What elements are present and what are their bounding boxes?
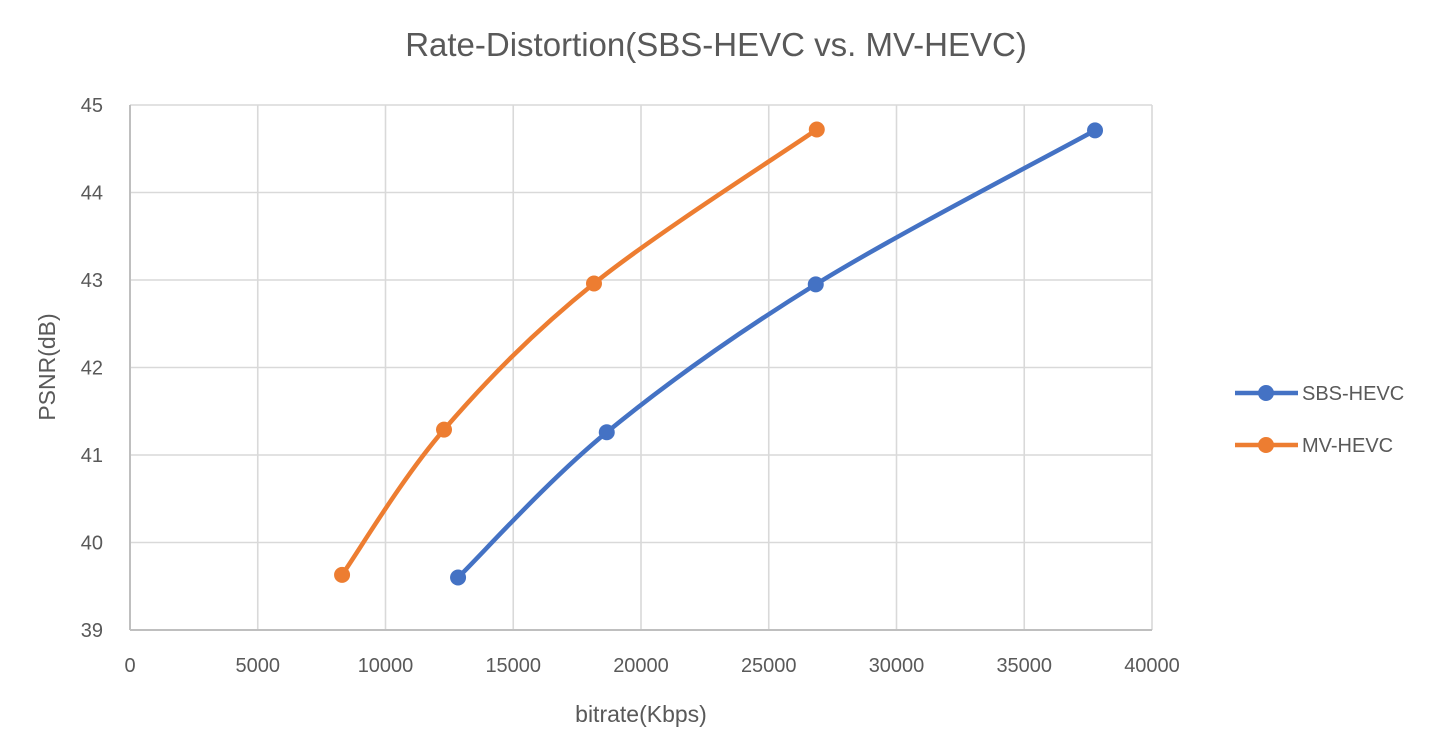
data-series (334, 121, 1104, 586)
x-tick-labels: 0 5000 10000 15000 20000 25000 30000 35000 40000 (124, 655, 1179, 677)
legend-item-mv-hevc: MV-HEVC (1235, 435, 1393, 457)
y-tick-label: 45 (81, 95, 103, 117)
x-tick-label: 10000 (358, 655, 414, 677)
y-tick-label: 40 (81, 533, 103, 555)
y-tick-label: 42 (81, 358, 103, 380)
x-tick-label: 5000 (236, 655, 281, 677)
x-tick-label: 0 (124, 655, 135, 677)
x-axis-label: bitrate(Kbps) (575, 701, 707, 727)
data-point-mv-hevc (436, 421, 453, 438)
x-tick-label: 30000 (869, 655, 925, 677)
series-mv-hevc (334, 121, 825, 583)
series-sbs-hevc (450, 122, 1104, 586)
legend-marker-sbs-hevc (1258, 385, 1274, 401)
y-tick-label: 44 (81, 183, 103, 205)
grid-lines (130, 104, 1153, 630)
data-point-sbs-hevc (598, 424, 615, 441)
legend-label-sbs-hevc: SBS-HEVC (1302, 383, 1404, 405)
legend-item-sbs-hevc: SBS-HEVC (1235, 383, 1404, 405)
x-tick-label: 40000 (1124, 655, 1180, 677)
data-point-sbs-hevc (450, 569, 467, 586)
x-tick-label: 20000 (613, 655, 669, 677)
data-point-mv-hevc (334, 566, 351, 583)
x-tick-label: 35000 (996, 655, 1052, 677)
y-tick-label: 39 (81, 620, 103, 642)
series-line-mv-hevc (339, 127, 820, 578)
y-axis-label: PSNR(dB) (34, 313, 60, 420)
x-tick-label: 15000 (485, 655, 541, 677)
legend: SBS-HEVC MV-HEVC (1235, 383, 1404, 457)
data-point-sbs-hevc (1087, 122, 1104, 139)
x-tick-label: 25000 (741, 655, 797, 677)
y-tick-label: 41 (81, 445, 103, 467)
data-point-mv-hevc (585, 275, 602, 292)
chart-title: Rate-Distortion(SBS-HEVC vs. MV-HEVC) (405, 26, 1027, 63)
data-point-sbs-hevc (807, 276, 824, 293)
legend-label-mv-hevc: MV-HEVC (1302, 435, 1393, 457)
y-tick-label: 43 (81, 270, 103, 292)
legend-marker-mv-hevc (1258, 437, 1274, 453)
series-line-sbs-hevc (455, 128, 1098, 580)
data-point-mv-hevc (808, 121, 825, 138)
y-tick-labels: 39 40 41 42 43 44 45 (81, 95, 103, 642)
axes (129, 105, 1152, 631)
